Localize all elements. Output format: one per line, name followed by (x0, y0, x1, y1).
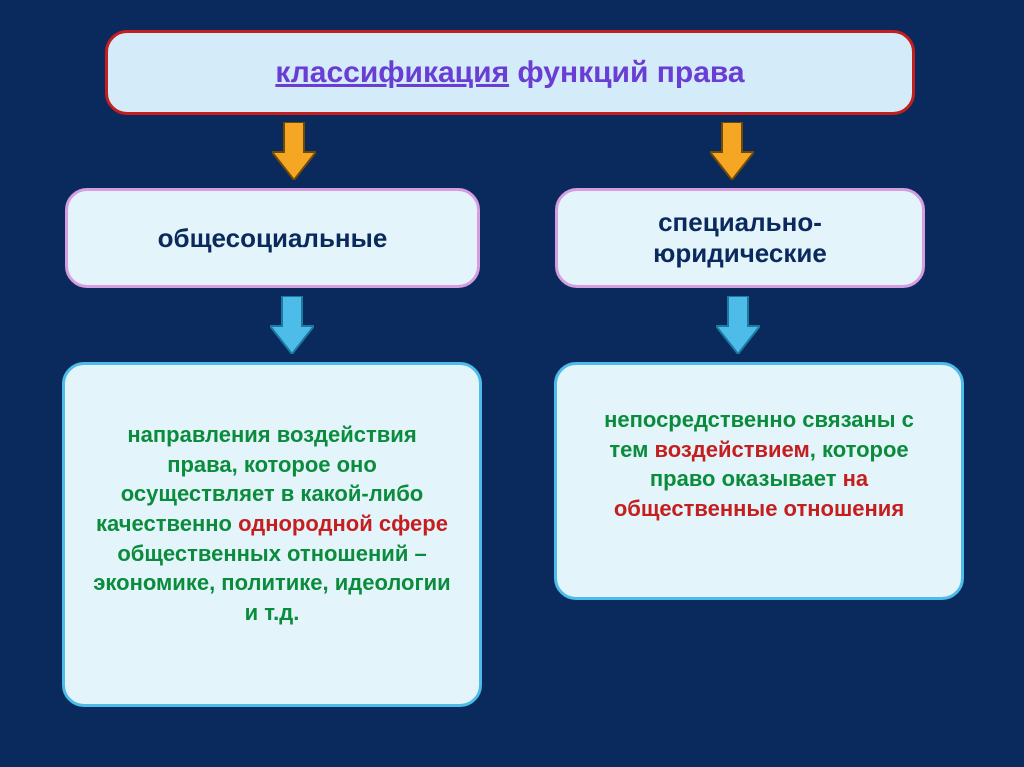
arrow-down-icon (710, 122, 754, 180)
arrow-down-icon (270, 296, 314, 354)
arrow-down-icon (272, 122, 316, 180)
title-box: классификация функций права (105, 30, 915, 115)
arrow-down-icon (716, 296, 760, 354)
description-left-text: направления воздействия права, которое о… (90, 420, 454, 628)
title-text: классификация функций права (275, 56, 744, 90)
category-right-line1: специально- (658, 207, 822, 237)
title-underlined: классификация (275, 56, 509, 89)
title-rest: функций права (509, 56, 745, 89)
description-left-box: направления воздействия права, которое о… (62, 362, 482, 707)
category-right-line2: юридические (653, 238, 827, 268)
category-right-box: специально- юридические (555, 188, 925, 288)
category-left-label: общесоциальные (158, 223, 388, 254)
category-right-label: специально- юридические (653, 207, 827, 269)
description-right-text: непосредственно связаны с тем воздействи… (582, 405, 936, 524)
category-left-box: общесоциальные (65, 188, 480, 288)
description-right-box: непосредственно связаны с тем воздействи… (554, 362, 964, 600)
